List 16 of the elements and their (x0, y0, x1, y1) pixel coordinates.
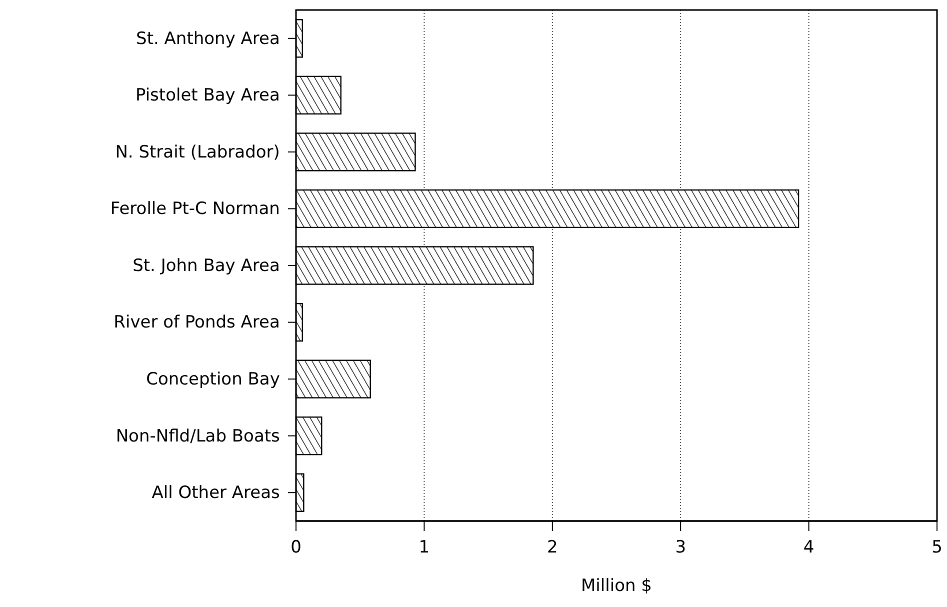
x-tick-label: 0 (290, 538, 302, 558)
y-tick-label: N. Strait (Labrador) (115, 142, 280, 162)
x-tick-label: 4 (803, 538, 814, 558)
y-tick-label: Non-Nfld/Lab Boats (116, 426, 280, 446)
y-tick-label: All Other Areas (152, 483, 280, 504)
x-tick-label: 1 (418, 538, 430, 558)
y-tick-label: St. Anthony Area (136, 28, 280, 49)
y-tick-label: Pistolet Bay Area (135, 86, 280, 106)
x-tick-label: 2 (546, 538, 558, 558)
y-tick-label: Ferolle Pt-C Norman (110, 199, 280, 220)
x-tick-label: 3 (675, 538, 686, 558)
y-tick-label: River of Ponds Area (114, 312, 280, 333)
y-tick-label: Conception Bay (146, 369, 280, 390)
y-tick-label: St. John Bay Area (132, 256, 280, 276)
x-tick-label: 5 (932, 538, 942, 558)
x-axis-title: Million $ (581, 576, 652, 596)
